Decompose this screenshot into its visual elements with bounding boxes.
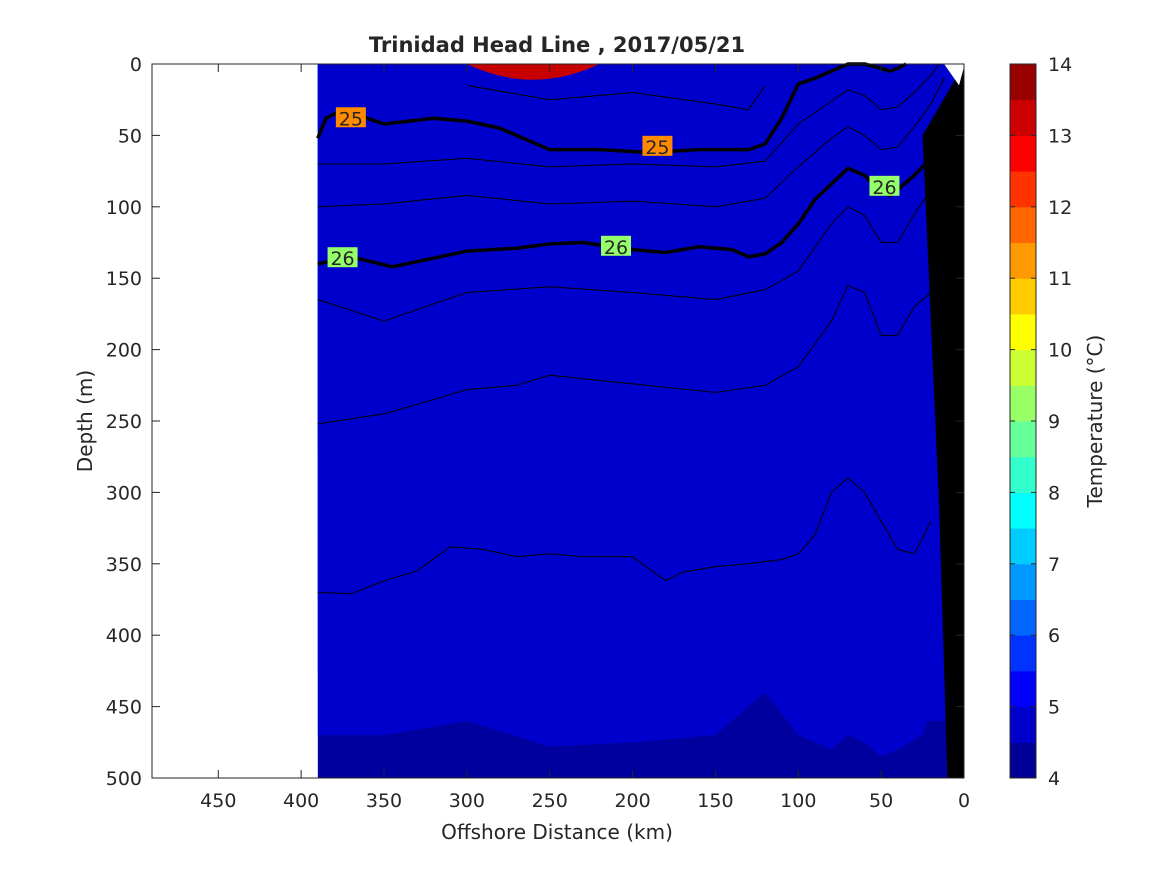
x-tick-label: 400 — [283, 790, 319, 812]
colorbar-swatch — [1010, 742, 1036, 779]
colorbar-tick-label: 5 — [1048, 697, 1060, 719]
seafloor — [922, 64, 964, 778]
colorbar-swatch — [1010, 99, 1036, 136]
colorbar-swatch — [1010, 670, 1036, 708]
y-tick-label: 50 — [118, 125, 142, 147]
contour-label-knockout — [869, 175, 900, 196]
colorbar-swatch — [1010, 635, 1036, 672]
x-tick-label: 250 — [532, 790, 568, 812]
colorbar-tick-label: 11 — [1048, 268, 1072, 290]
colorbar-label: Temperature (°C) — [1083, 335, 1107, 509]
colorbar-swatch — [1010, 563, 1036, 600]
colorbar: 4 5 6 7 8 9 10 11 12 13 14 — [1009, 54, 1072, 790]
y-tick-label: 400 — [106, 625, 142, 647]
y-tick-label: 0 — [130, 54, 142, 76]
y-tick-label: 500 — [106, 768, 142, 790]
contour-label: 25 — [339, 108, 363, 130]
colorbar-swatch — [1010, 599, 1036, 636]
x-tick-label: 150 — [697, 790, 733, 812]
x-tick-label: 300 — [449, 790, 485, 812]
y-tick-label: 350 — [106, 554, 142, 576]
colorbar-swatch — [1010, 171, 1036, 208]
y-tick-label: 100 — [106, 197, 142, 219]
x-tick-label: 350 — [366, 790, 402, 812]
contour-label: 26 — [330, 248, 354, 270]
colorbar-swatch — [1010, 206, 1036, 243]
density-contour — [317, 63, 940, 168]
density-contour — [466, 84, 766, 111]
x-tick-label: 450 — [200, 790, 236, 812]
x-axis-ticks: 450 400 350 300 250 200 150 100 50 0 — [200, 64, 970, 812]
x-tick-label: 100 — [780, 790, 816, 812]
x-tick-label: 200 — [614, 790, 650, 812]
colorbar-swatch — [1010, 135, 1036, 172]
seafloor-layer — [922, 64, 964, 778]
colorbar-tick-label: 14 — [1048, 54, 1072, 76]
colorbar-swatch — [1010, 278, 1036, 315]
contour-label-knockout — [335, 107, 366, 128]
contour-label: 26 — [872, 177, 896, 199]
density-contour-labeled — [316, 62, 907, 155]
colorbar-swatch — [1010, 421, 1036, 458]
colorbar-tick-label: 9 — [1048, 411, 1060, 433]
y-tick-label: 200 — [106, 340, 142, 362]
colorbar-swatch — [1010, 706, 1036, 743]
density-contour — [317, 78, 945, 208]
colorbar-tick-label: 4 — [1048, 768, 1060, 790]
colorbar-tick-label: 7 — [1048, 554, 1060, 576]
colorbar-swatch — [1010, 456, 1036, 493]
contour-label-knockout — [327, 247, 358, 268]
contour-label-layer: 25 25 26 26 26 — [327, 107, 900, 270]
temperature-band — [317, 64, 964, 757]
temperature-fill-layer — [317, 64, 964, 778]
y-axis-label: Depth (m) — [73, 370, 97, 472]
colorbar-swatch — [1010, 64, 1036, 101]
y-tick-label: 150 — [106, 268, 142, 290]
colorbar-swatch — [1010, 492, 1036, 529]
colorbar-swatch — [1010, 349, 1036, 386]
temperature-band-13 — [466, 64, 600, 80]
y-tick-label: 250 — [106, 411, 142, 433]
x-axis-label: Offshore Distance (km) — [441, 820, 673, 844]
colorbar-tick-label: 6 — [1048, 625, 1060, 647]
colorbar-swatch — [1010, 528, 1036, 565]
density-contour — [317, 270, 948, 425]
nearshore-gap — [944, 64, 964, 86]
y-tick-label: 300 — [106, 482, 142, 504]
y-tick-label: 450 — [106, 697, 142, 719]
colorbar-tick-label: 13 — [1048, 125, 1072, 147]
colorbar-swatch — [1010, 385, 1036, 422]
colorbar-swatch — [1010, 242, 1036, 279]
colorbar-tick-label: 12 — [1048, 197, 1072, 219]
chart-title: Trinidad Head Line , 2017/05/21 — [369, 33, 745, 57]
contour-label: 26 — [604, 237, 628, 259]
y-axis-ticks: 0 50 100 150 200 250 300 350 400 450 500 — [106, 54, 964, 790]
colorbar-tick-label: 10 — [1048, 340, 1072, 362]
x-tick-label: 50 — [869, 790, 893, 812]
density-contour — [317, 170, 945, 322]
contour-label-knockout — [642, 135, 673, 156]
colorbar-tick-label: 8 — [1048, 482, 1060, 504]
colorbar-swatch — [1010, 313, 1036, 351]
contour-label-knockout — [601, 235, 631, 256]
x-tick-label: 0 — [958, 790, 970, 812]
density-contour — [317, 477, 932, 595]
contour-label: 25 — [645, 137, 669, 159]
